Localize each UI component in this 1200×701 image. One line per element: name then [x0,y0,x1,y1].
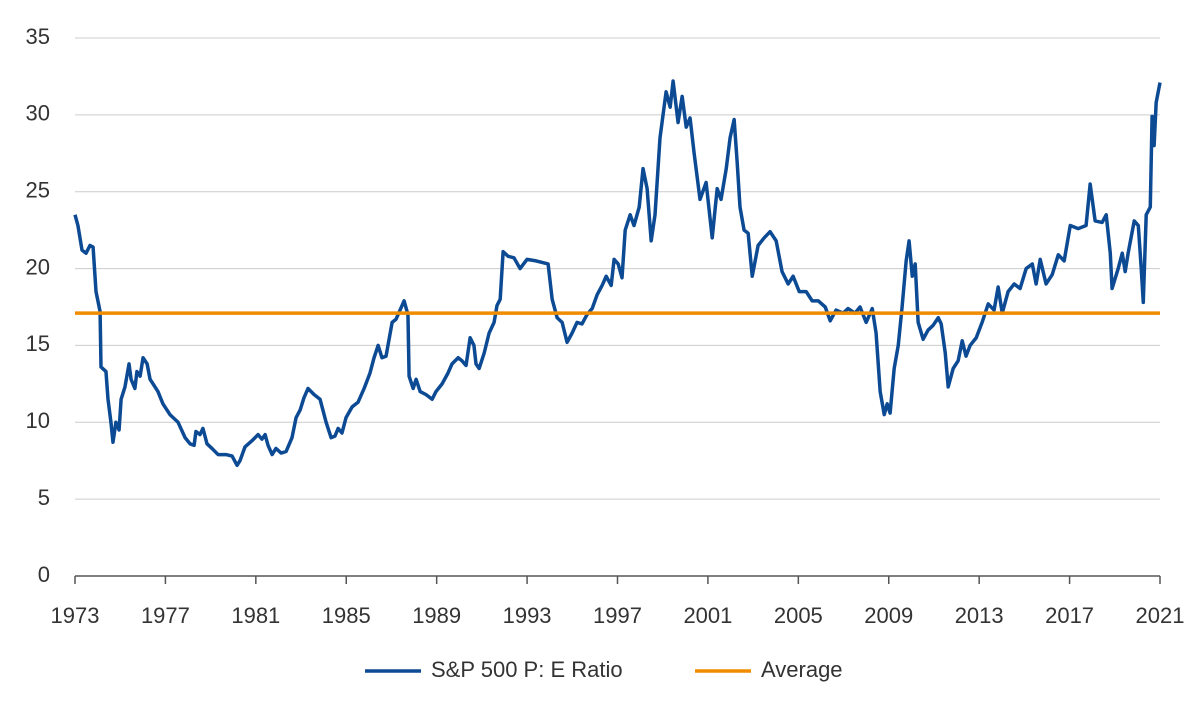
y-tick-label: 30 [26,101,50,126]
y-tick-label: 5 [38,485,50,510]
x-tick-label: 2017 [1045,603,1094,628]
x-tick-label: 1985 [322,603,371,628]
x-tick-label: 1993 [503,603,552,628]
data-line [73,79,1162,468]
legend-label: Average [761,657,843,682]
y-tick-label: 20 [26,254,50,279]
x-tick-label: 1997 [593,603,642,628]
x-tick-label: 2021 [1136,603,1185,628]
y-tick-label: 35 [26,24,50,49]
x-tick-label: 2013 [955,603,1004,628]
y-tick-label: 15 [26,331,50,356]
x-tick-label: 1989 [412,603,461,628]
x-tick-label: 2001 [683,603,732,628]
legend-label: S&P 500 P: E Ratio [431,657,623,682]
y-tick-label: 10 [26,408,50,433]
y-tick-label: 0 [38,562,50,587]
x-tick-label: 1981 [231,603,280,628]
x-tick-label: 2009 [864,603,913,628]
x-tick-label: 2005 [774,603,823,628]
y-tick-label: 25 [26,178,50,203]
x-tick-label: 1977 [141,603,190,628]
x-tick-label: 1973 [51,603,100,628]
